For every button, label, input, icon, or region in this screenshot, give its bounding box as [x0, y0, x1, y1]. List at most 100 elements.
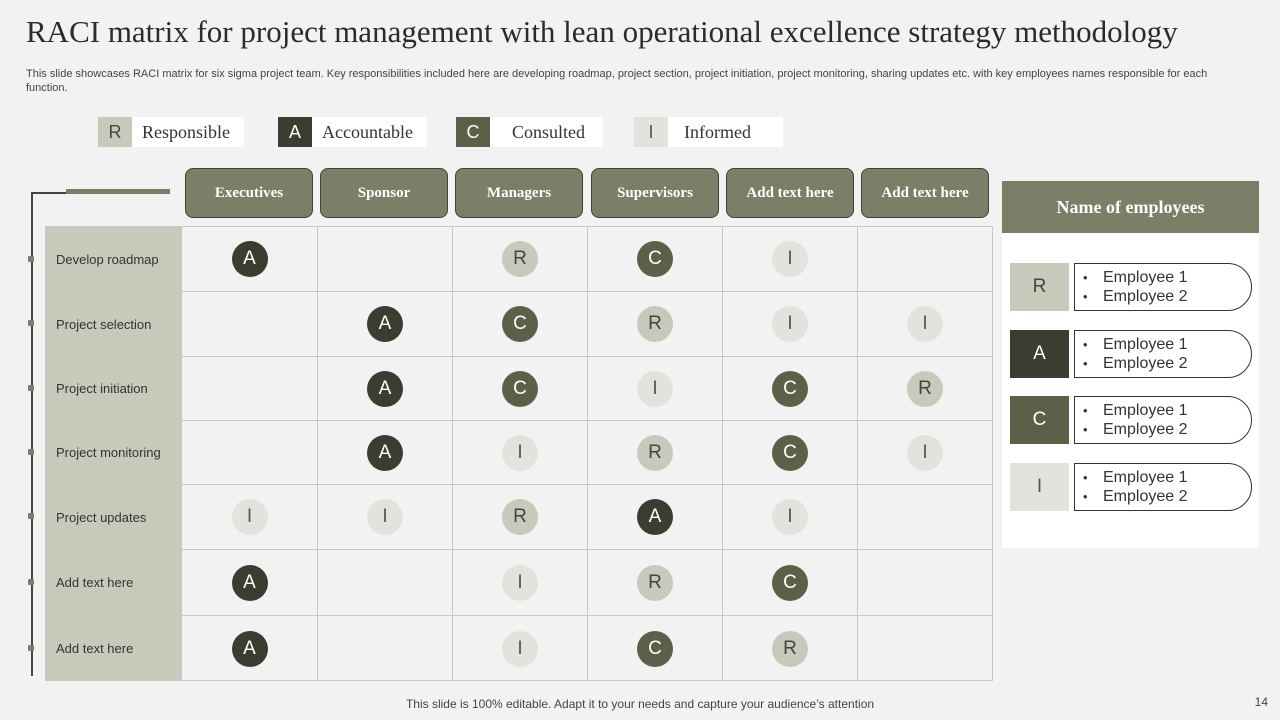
matrix-cell: I	[857, 421, 992, 484]
table-row: Project monitoring A I R C I	[46, 421, 992, 485]
column-header-custom-2: Add text here	[861, 168, 989, 218]
matrix-cell	[181, 292, 317, 356]
matrix-cell: I	[181, 485, 317, 549]
legend-item-informed: I Informed	[634, 117, 783, 147]
table-row: Project selection A C R I I	[46, 292, 992, 357]
raci-badge: C	[637, 241, 673, 277]
matrix-cell: I	[722, 227, 857, 291]
raci-badge: I	[502, 630, 538, 667]
bracket-dot	[28, 579, 34, 585]
employee-group: CEmployee 1Employee 2	[1010, 396, 1252, 444]
bracket-dot	[28, 513, 34, 519]
legend-item-accountable: A Accountable	[278, 117, 427, 147]
matrix-cell	[317, 550, 452, 615]
matrix-cell: C	[722, 550, 857, 615]
raci-badge: R	[502, 241, 538, 277]
employee-name: Employee 2	[1083, 487, 1251, 506]
matrix-cell: I	[452, 616, 587, 681]
employee-group: AEmployee 1Employee 2	[1010, 330, 1252, 378]
raci-badge: A	[367, 370, 403, 407]
raci-badge: I	[231, 499, 268, 535]
raci-badge: A	[367, 306, 403, 342]
legend-label: Consulted	[512, 121, 586, 142]
raci-badge: R	[772, 630, 808, 667]
raci-badge: R	[637, 434, 673, 471]
column-header-supervisors: Supervisors	[591, 168, 719, 218]
panel-title: Name of employees	[1002, 181, 1259, 233]
legend-item-consulted: C Consulted	[456, 117, 604, 147]
matrix-cell: A	[181, 616, 317, 681]
raci-badge: C	[772, 434, 808, 471]
legend-key: R	[98, 117, 132, 147]
employee-list: Employee 1Employee 2	[1074, 396, 1252, 444]
column-header-sponsor: Sponsor	[320, 168, 448, 218]
raci-badge: R	[502, 499, 538, 535]
raci-badge: R	[637, 564, 673, 601]
employee-group: REmployee 1Employee 2	[1010, 263, 1252, 311]
employee-group-key: I	[1010, 463, 1069, 511]
matrix-cell: R	[587, 550, 722, 615]
matrix-cell	[181, 357, 317, 420]
bracket-line	[31, 192, 66, 194]
raci-badge: A	[637, 499, 673, 535]
bracket-line	[31, 192, 33, 676]
matrix-cell	[857, 616, 992, 681]
raci-badge: C	[502, 306, 538, 342]
legend-label: Accountable	[322, 121, 413, 142]
employee-list: Employee 1Employee 2	[1074, 463, 1252, 511]
matrix-cell	[857, 227, 992, 291]
raci-badge: I	[772, 241, 808, 277]
matrix-cell: A	[181, 227, 317, 291]
table-row: Project updates I I R A I	[46, 485, 992, 550]
matrix-cell: R	[587, 421, 722, 484]
matrix-cell: R	[452, 227, 587, 291]
matrix-cell: I	[857, 292, 992, 356]
raci-badge: I	[772, 306, 808, 342]
row-label: Project selection	[46, 292, 181, 356]
matrix-cell: I	[722, 485, 857, 549]
employee-name: Employee 1	[1083, 468, 1251, 487]
matrix-cell	[857, 550, 992, 615]
row-label: Project initiation	[46, 357, 181, 420]
page-number: 14	[1254, 695, 1268, 709]
bracket-dot	[28, 320, 34, 326]
table-row: Project initiation A C I C R	[46, 357, 992, 421]
matrix-cell: A	[317, 357, 452, 420]
matrix-cell: C	[722, 357, 857, 420]
row-label: Add text here	[46, 616, 181, 681]
legend-item-responsible: R Responsible	[98, 117, 244, 147]
employee-group: IEmployee 1Employee 2	[1010, 463, 1252, 511]
raci-badge: C	[772, 564, 808, 601]
matrix-cell	[317, 227, 452, 291]
legend-key: A	[278, 117, 312, 147]
matrix-cell: A	[587, 485, 722, 549]
employee-name: Employee 1	[1083, 401, 1251, 420]
raci-badge: I	[772, 499, 808, 535]
matrix-cell: C	[587, 616, 722, 681]
bracket-dot	[28, 385, 34, 391]
raci-badge: C	[502, 370, 538, 407]
column-header-managers: Managers	[455, 168, 583, 218]
employee-list: Employee 1Employee 2	[1074, 263, 1252, 311]
table-row: Develop roadmap A R C I	[46, 227, 992, 292]
employee-name: Employee 2	[1083, 420, 1251, 439]
matrix-cell: I	[452, 421, 587, 484]
employee-group-key: A	[1010, 330, 1069, 378]
matrix-cell	[317, 616, 452, 681]
legend-key: C	[456, 117, 490, 147]
row-label: Develop roadmap	[46, 227, 181, 291]
raci-badge: A	[231, 241, 268, 277]
raci-badge: R	[637, 306, 673, 342]
employee-group-key: R	[1010, 263, 1069, 311]
employee-name: Employee 2	[1083, 287, 1251, 306]
bracket-bar	[66, 189, 170, 194]
raci-badge: A	[231, 630, 268, 667]
raci-badge: I	[637, 370, 673, 407]
raci-badge: R	[907, 370, 943, 407]
raci-matrix: Develop roadmap A R C I Project selection A C R I…	[45, 226, 993, 681]
matrix-cell: I	[317, 485, 452, 549]
matrix-cell: A	[181, 550, 317, 615]
legend-label: Informed	[684, 121, 751, 142]
employee-name: Employee 1	[1083, 268, 1251, 287]
raci-badge: I	[367, 499, 403, 535]
